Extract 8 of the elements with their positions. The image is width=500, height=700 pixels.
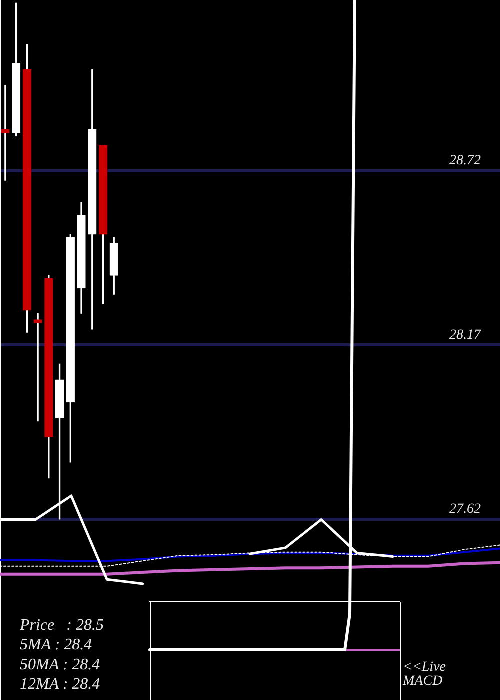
annotation: 12MA : 28.4 xyxy=(20,676,100,694)
annotation: 5MA : 28.4 xyxy=(20,636,92,654)
annotation: Price : 28.5 xyxy=(19,617,104,634)
y-tick-label: 28.17 xyxy=(450,328,482,343)
annotation: 50MA : 28.4 xyxy=(20,656,100,674)
y-tick-label: 28.72 xyxy=(450,154,481,169)
annotation: <<Live MACD xyxy=(402,660,446,689)
y-tick-label: 27.62 xyxy=(450,502,481,518)
